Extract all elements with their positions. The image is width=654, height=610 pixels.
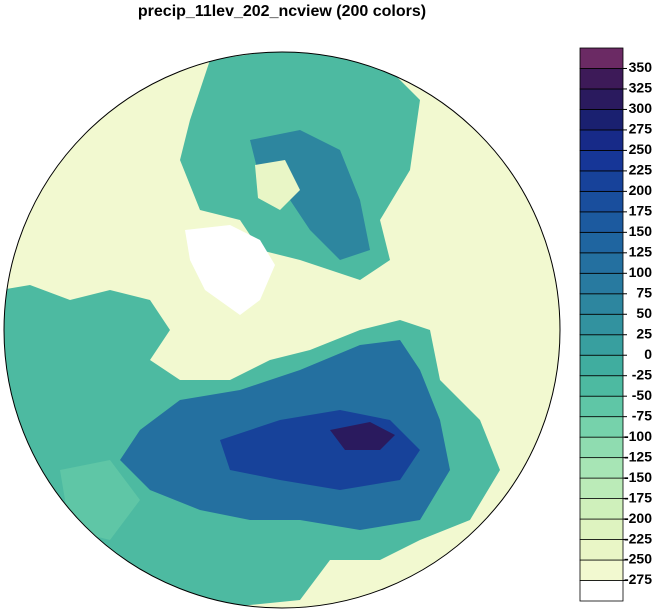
colorbar-bin: [579, 313, 624, 336]
colorbar-tick-label: 0: [644, 346, 652, 362]
colorbar-bin: [579, 518, 624, 540]
colorbar-tick-label: -275: [624, 571, 652, 587]
land-siberia-peak: [330, 422, 395, 450]
colorbar-tick-label: 300: [629, 100, 653, 116]
colorbar-tick-label: 150: [629, 223, 653, 239]
colorbar-bin: [579, 498, 624, 520]
colorbar-bin: [579, 539, 624, 561]
colorbar-bin: [579, 88, 624, 110]
colorbar-bin: [579, 559, 624, 581]
colorbar-bin: [579, 580, 624, 602]
colorbar-tick-label: 275: [629, 121, 653, 137]
colorbar-bin: [579, 293, 624, 315]
colorbar: 3503253002752502252001751501251007550250…: [579, 47, 653, 602]
colorbar-bin: [579, 129, 624, 151]
colorbar-tick-label: -125: [624, 448, 652, 464]
colorbar-tick-label: 225: [629, 162, 653, 178]
colorbar-bin: [579, 190, 624, 213]
colorbar-bin: [579, 477, 624, 499]
colorbar-bin: [579, 231, 624, 254]
colorbar-tick-label: -250: [624, 551, 652, 567]
greenland: [185, 225, 275, 315]
colorbar-bin: [579, 375, 624, 397]
colorbar-tick-label: 100: [629, 264, 653, 280]
map-border: [3, 51, 561, 609]
colorbar-tick-label: 200: [629, 182, 653, 198]
colorbar-tick-label: 25: [636, 325, 652, 341]
colorbar-tick-label: -50: [632, 387, 652, 403]
colorbar-bin: [579, 68, 624, 90]
colorbar-tick-label: -200: [624, 510, 652, 526]
colorbar-bin: [579, 272, 624, 295]
colorbar-tick-label: 125: [629, 244, 653, 260]
colorbar-bin: [579, 150, 624, 172]
colorbar-bin: [579, 354, 624, 377]
colorbar-tick-label: 325: [629, 80, 653, 96]
colorbar-bin: [579, 252, 624, 274]
colorbar-tick-label: 350: [629, 59, 653, 75]
colorbar-tick-label: -150: [624, 469, 652, 485]
colorbar-bin: [579, 170, 624, 192]
colorbar-tick-label: -75: [632, 407, 652, 423]
map: [4, 52, 560, 608]
colorbar-bin: [579, 457, 624, 479]
title: precip_11lev_202_ncview (200 colors): [138, 3, 426, 20]
colorbar-bin: [579, 436, 624, 459]
colorbar-tick-label: 250: [629, 141, 653, 157]
colorbar-bin: [579, 211, 624, 233]
colorbar-bin: [579, 47, 624, 69]
colorbar-tick-label: 50: [636, 305, 652, 321]
colorbar-tick-label: -175: [624, 489, 652, 505]
hudson-bay: [255, 160, 300, 210]
colorbar-bin: [579, 416, 624, 438]
land-patch: [60, 460, 140, 540]
colorbar-bin: [579, 109, 624, 131]
colorbar-tick-label: 175: [629, 203, 653, 219]
colorbar-tick-label: -225: [624, 530, 652, 546]
colorbar-bin: [579, 395, 624, 418]
colorbar-tick-label: -100: [624, 428, 652, 444]
colorbar-bin: [579, 334, 624, 356]
colorbar-tick-label: 75: [636, 284, 652, 300]
colorbar-tick-label: -25: [632, 366, 652, 382]
